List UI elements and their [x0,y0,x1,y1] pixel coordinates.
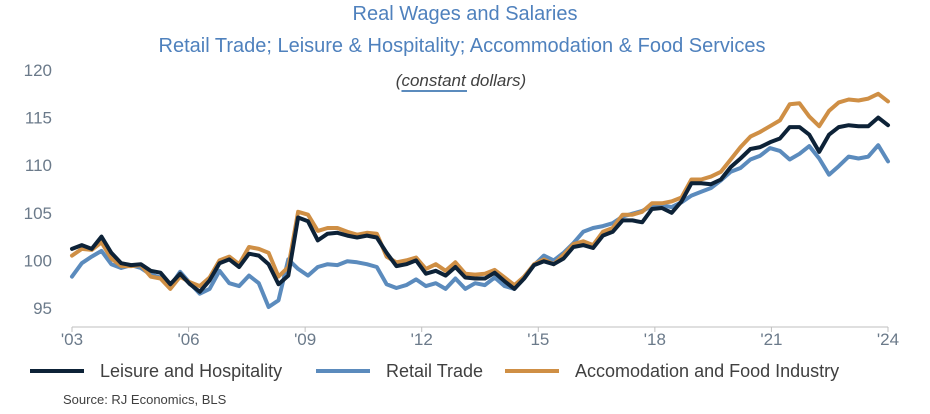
legend-item-leisure: Leisure and Hospitality [30,361,282,381]
chart-subtitle: Retail Trade; Leisure & Hospitality; Acc… [159,35,766,57]
x-tick-label: '21 [760,330,782,349]
chart-note: (constant dollars) [396,71,526,90]
legend-label-accommodation: Accomodation and Food Industry [575,361,839,381]
chart-title: Real Wages and Salaries [353,3,578,25]
legend: Leisure and Hospitality Retail Trade Acc… [30,361,839,381]
x-tick-label: '06 [177,330,199,349]
x-tick-label: '09 [294,330,316,349]
y-tick-label: 100 [24,251,52,270]
legend-label-retail: Retail Trade [386,361,483,381]
series-lines [70,91,890,309]
series-line-accommodation [70,91,890,291]
x-tick-label: '15 [527,330,549,349]
x-axis-ticks: '03 '06 '09 '12 '15 '18 '21 '24 [61,327,899,349]
x-tick-label: '24 [877,330,899,349]
y-tick-label: 120 [24,61,52,80]
legend-item-retail: Retail Trade [316,361,483,381]
y-tick-label: 110 [25,156,52,175]
chart-note-suffix: dollars) [466,71,526,90]
y-tick-label: 95 [33,299,52,318]
legend-label-leisure: Leisure and Hospitality [100,361,282,381]
y-tick-label: 115 [25,109,52,128]
series-line-retail [70,143,890,309]
y-tick-label: 105 [24,204,52,223]
x-tick-label: '18 [644,330,666,349]
chart-note-prefix: ( [396,71,404,90]
chart-source: Source: RJ Economics, BLS [63,392,227,407]
x-tick-label: '03 [61,330,83,349]
legend-item-accommodation: Accomodation and Food Industry [505,361,839,381]
x-tick-label: '12 [411,330,433,349]
y-axis-ticks: 95 100 105 110 115 120 [24,61,52,318]
series-line-leisure [70,115,890,294]
chart-note-emphasis: constant [401,71,467,90]
